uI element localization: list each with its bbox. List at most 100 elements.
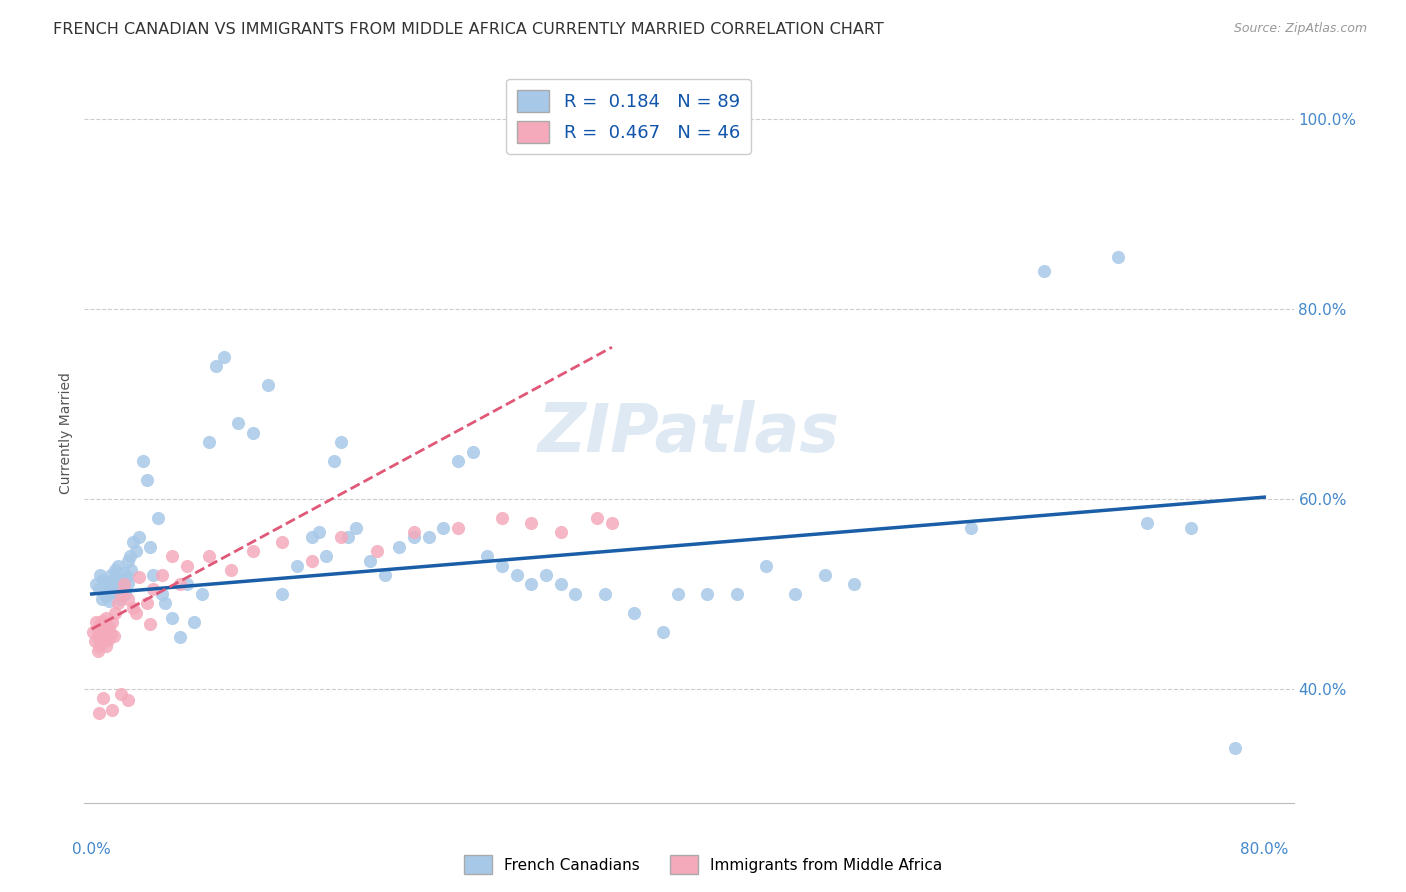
Point xyxy=(169,630,191,644)
Point xyxy=(118,549,141,563)
Point xyxy=(98,620,121,634)
Text: FRENCH CANADIAN VS IMMIGRANTS FROM MIDDLE AFRICA CURRENTLY MARRIED CORRELATION C: FRENCH CANADIAN VS IMMIGRANTS FROM MIDDL… xyxy=(53,22,884,37)
Point xyxy=(329,530,352,544)
Point xyxy=(1033,264,1056,278)
Point xyxy=(107,558,129,573)
Y-axis label: Currently Married: Currently Married xyxy=(59,372,73,493)
Point xyxy=(103,629,125,643)
Point xyxy=(96,589,118,603)
Point xyxy=(190,587,212,601)
Point xyxy=(96,611,118,625)
Point xyxy=(491,511,513,525)
Point xyxy=(142,568,165,582)
Point xyxy=(112,577,135,591)
Point xyxy=(755,558,778,573)
Point xyxy=(86,630,108,644)
Point xyxy=(91,614,114,628)
Point xyxy=(120,563,142,577)
Point xyxy=(117,693,139,707)
Point xyxy=(103,572,125,586)
Point xyxy=(432,520,454,534)
Point xyxy=(114,587,136,601)
Point xyxy=(461,444,484,458)
Point xyxy=(100,627,122,641)
Point xyxy=(101,579,124,593)
Point xyxy=(205,359,228,374)
Point xyxy=(183,615,205,630)
Point xyxy=(162,549,184,563)
Point xyxy=(813,568,835,582)
Point xyxy=(107,597,129,611)
Point xyxy=(128,530,150,544)
Point xyxy=(359,554,381,568)
Point xyxy=(112,566,135,580)
Point xyxy=(344,520,367,534)
Point xyxy=(121,601,143,615)
Point xyxy=(696,587,718,601)
Point xyxy=(94,624,117,639)
Point xyxy=(101,703,124,717)
Point xyxy=(121,534,143,549)
Point xyxy=(100,568,122,582)
Point xyxy=(271,587,294,601)
Point xyxy=(271,534,294,549)
Point xyxy=(308,525,330,540)
Point xyxy=(87,706,110,720)
Point xyxy=(219,563,242,577)
Point xyxy=(652,624,675,639)
Point xyxy=(87,582,110,597)
Point xyxy=(404,530,426,544)
Point xyxy=(83,634,105,648)
Point xyxy=(104,563,127,577)
Point xyxy=(117,591,139,606)
Point xyxy=(139,617,162,632)
Point xyxy=(404,525,426,540)
Point xyxy=(110,587,132,601)
Point xyxy=(600,516,623,530)
Point xyxy=(150,587,173,601)
Point xyxy=(139,540,162,554)
Point xyxy=(418,530,440,544)
Point xyxy=(366,544,388,558)
Point xyxy=(93,620,115,634)
Point xyxy=(105,577,128,591)
Legend: R =  0.184   N = 89, R =  0.467   N = 46: R = 0.184 N = 89, R = 0.467 N = 46 xyxy=(506,78,751,153)
Point xyxy=(97,632,120,647)
Point xyxy=(107,587,129,601)
Text: 0.0%: 0.0% xyxy=(72,842,111,856)
Point xyxy=(176,558,198,573)
Point xyxy=(301,530,323,544)
Point xyxy=(96,639,118,653)
Point xyxy=(550,525,572,540)
Point xyxy=(89,568,111,582)
Point xyxy=(93,573,115,587)
Point xyxy=(124,606,146,620)
Point xyxy=(98,593,121,607)
Point xyxy=(593,587,616,601)
Point xyxy=(226,416,249,430)
Point xyxy=(94,587,117,601)
Point xyxy=(301,554,323,568)
Point xyxy=(520,577,543,591)
Point xyxy=(111,579,134,593)
Point xyxy=(374,568,396,582)
Point xyxy=(477,549,499,563)
Point xyxy=(198,435,221,450)
Point xyxy=(388,540,411,554)
Point xyxy=(87,639,110,653)
Point xyxy=(520,516,543,530)
Point xyxy=(150,568,173,582)
Point xyxy=(447,454,470,468)
Point xyxy=(842,577,865,591)
Point xyxy=(725,587,748,601)
Point xyxy=(87,623,110,637)
Text: Source: ZipAtlas.com: Source: ZipAtlas.com xyxy=(1233,22,1367,36)
Point xyxy=(104,606,127,620)
Point xyxy=(666,587,689,601)
Legend: French Canadians, Immigrants from Middle Africa: French Canadians, Immigrants from Middle… xyxy=(458,849,948,880)
Point xyxy=(84,615,107,630)
Point xyxy=(491,558,513,573)
Point xyxy=(242,544,264,558)
Point xyxy=(96,575,118,590)
Point xyxy=(1180,520,1202,534)
